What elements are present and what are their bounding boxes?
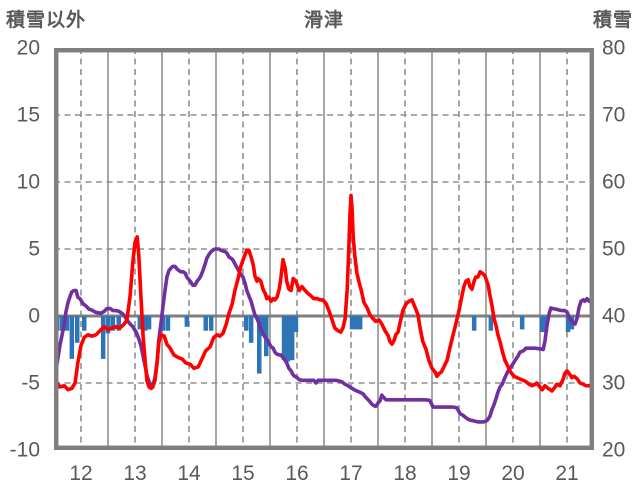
left-axis-tick: 0: [28, 304, 40, 328]
right-axis-title: 積雪: [592, 10, 633, 31]
chart-title: 滑津: [303, 10, 344, 31]
left-axis-tick: 15: [16, 103, 40, 127]
left-axis-tick: -5: [21, 371, 40, 395]
left-axis-title: 積雪以外: [6, 10, 87, 31]
x-axis-tick: 21: [555, 462, 579, 485]
right-axis-tick: 80: [602, 36, 626, 60]
right-axis-tick: 50: [602, 237, 626, 261]
plot-svg: [54, 48, 594, 450]
purple-line: [54, 247, 594, 424]
left-axis-tick: 20: [16, 36, 40, 60]
precip-bars: [55, 316, 575, 374]
left-axis-tick: 5: [28, 237, 40, 261]
x-axis-tick: 17: [339, 462, 363, 485]
left-axis-tick: -10: [9, 438, 40, 462]
x-axis-tick: 16: [285, 462, 309, 485]
x-axis-tick: 13: [123, 462, 147, 485]
x-axis-tick: 12: [69, 462, 93, 485]
right-axis-tick: 70: [602, 103, 626, 127]
right-axis-tick: 30: [602, 371, 626, 395]
right-axis-tick: 60: [602, 170, 626, 194]
plot-border: [54, 48, 594, 450]
left-axis-tick: 10: [16, 170, 40, 194]
x-axis-tick: 18: [393, 462, 417, 485]
x-axis-tick: 20: [501, 462, 525, 485]
x-axis-tick: 15: [231, 462, 255, 485]
right-axis-tick: 40: [602, 304, 626, 328]
right-axis-tick: 20: [602, 438, 626, 462]
x-axis-tick: 14: [177, 462, 201, 485]
red-line: [54, 193, 594, 393]
x-axis-tick: 19: [447, 462, 471, 485]
plot-area: [54, 48, 594, 450]
